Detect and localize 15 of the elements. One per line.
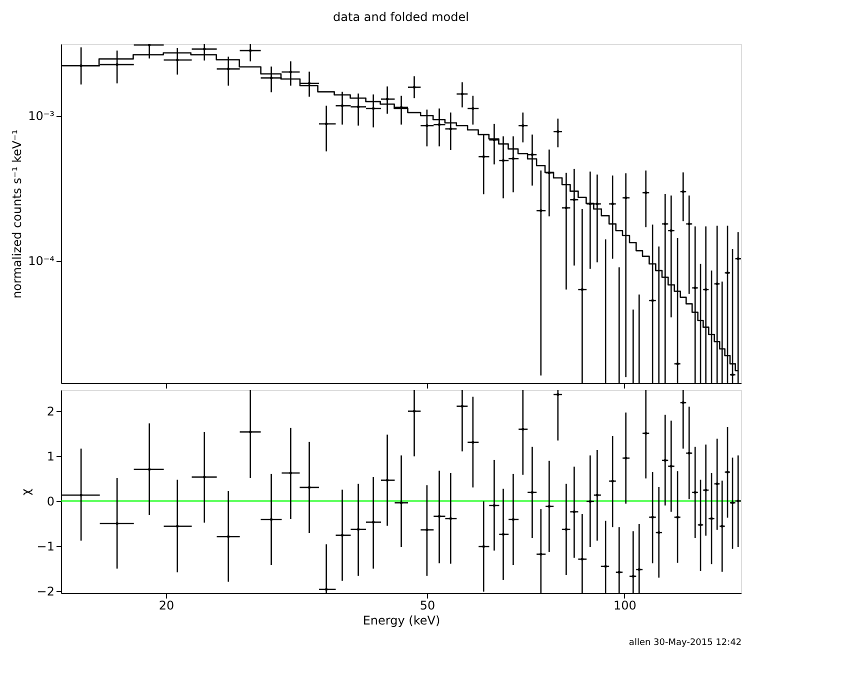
y-tick-label: −2 bbox=[36, 584, 54, 599]
x-tick-label: 100 bbox=[613, 598, 636, 612]
y-tick-label: 1 bbox=[46, 449, 54, 464]
y-axis-title: χ bbox=[18, 488, 33, 496]
y-tick-label: 10⁻³ bbox=[28, 109, 55, 124]
y-tick-label: 10⁻⁴ bbox=[28, 254, 55, 268]
x-tick-label: 20 bbox=[158, 598, 174, 612]
text: allen 30-May-2015 12:42 bbox=[628, 638, 742, 648]
x-axis-title: Energy (keV) bbox=[362, 614, 440, 628]
chart-title: data and folded model bbox=[333, 10, 469, 24]
y-tick-label: −1 bbox=[36, 540, 54, 554]
y-tick-label: 0 bbox=[46, 494, 54, 508]
y-axis-title: normalized counts s⁻¹ keV⁻¹ bbox=[10, 129, 24, 298]
y-tick-label: 2 bbox=[46, 404, 54, 418]
x-tick-label: 50 bbox=[420, 598, 436, 612]
